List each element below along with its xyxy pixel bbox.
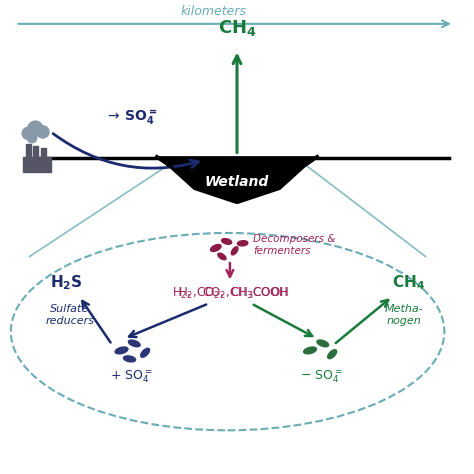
Text: Wetland: Wetland [205,175,269,189]
Ellipse shape [317,340,328,347]
Circle shape [28,121,43,136]
Text: $\mathregular{H_2,\ CO_2,\ }$: $\mathregular{H_2,\ CO_2,\ }$ [178,285,230,301]
Ellipse shape [128,340,140,347]
Text: $\mathregular{CH_3COOH}$: $\mathregular{CH_3COOH}$ [230,285,289,301]
Text: $\mathbf{CH_4}$: $\mathbf{CH_4}$ [392,273,426,292]
Ellipse shape [124,356,136,362]
Text: $\rightarrow\,\mathbf{SO_4^{=}}$: $\rightarrow\,\mathbf{SO_4^{=}}$ [105,109,157,127]
Ellipse shape [115,347,128,354]
Bar [34,146,38,157]
Text: kilometers: kilometers [181,5,246,18]
Ellipse shape [218,253,226,260]
Text: Sulfate
reducers: Sulfate reducers [45,304,94,327]
Text: $\mathregular{H_2,\ CO_2,\ CH_3COOH}$: $\mathregular{H_2,\ CO_2,\ CH_3COOH}$ [172,285,288,301]
Text: Decomposers &
fermenters: Decomposers & fermenters [254,234,336,256]
Ellipse shape [328,350,337,359]
Text: $\mathbf{H_2S}$: $\mathbf{H_2S}$ [50,273,83,292]
Ellipse shape [221,238,232,244]
Circle shape [27,133,36,143]
Bar [23,157,51,172]
Text: Metha-
nogen: Metha- nogen [385,304,424,327]
Ellipse shape [141,348,150,357]
Text: $\mathregular{+\ SO_4^{=}}$: $\mathregular{+\ SO_4^{=}}$ [109,368,152,384]
Circle shape [36,126,49,138]
Text: $\mathregular{-\ SO_4^{=}}$: $\mathregular{-\ SO_4^{=}}$ [300,368,342,384]
Ellipse shape [237,241,248,246]
Circle shape [22,127,35,139]
Ellipse shape [210,245,221,252]
Bar [26,144,31,157]
Ellipse shape [304,347,317,354]
Text: $\mathbf{CH_4}$: $\mathbf{CH_4}$ [218,18,256,38]
Polygon shape [157,157,317,202]
Bar [41,148,46,157]
Ellipse shape [231,247,238,255]
